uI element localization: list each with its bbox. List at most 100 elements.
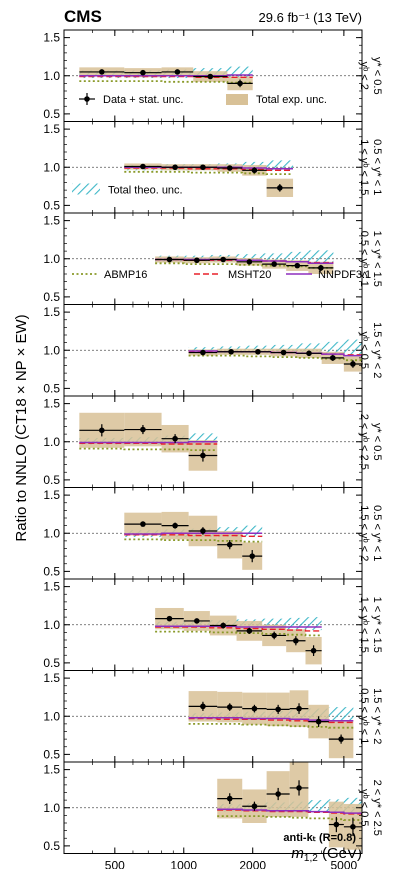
data-point — [207, 73, 214, 80]
rapidity-bin-label: 1 < y* < 1.51 < yᵇ < 1.5 — [358, 597, 383, 653]
y-tick-label: 0.5 — [43, 107, 60, 121]
theory-uncertainty-band — [242, 525, 263, 538]
abmp-ratio-line — [79, 80, 253, 84]
ratio-panel: 0.5 1.0 1.5 1.5 < y* < 20.5 < yᵇ < 1 — [43, 670, 383, 763]
y-tick-label: 1.5 — [43, 488, 60, 502]
nnpdf-ratio-line — [79, 441, 218, 444]
theory-uncertainty-band — [343, 339, 362, 355]
abmp-ratio-line — [124, 538, 263, 543]
abmp-ratio-line — [217, 815, 362, 821]
data-point — [166, 615, 173, 622]
data-point — [333, 821, 340, 828]
bin-label-line-2: yᵇ < 0.5 — [358, 332, 370, 369]
legend-nnpdf-label: NNPDF3.1 — [318, 269, 371, 281]
rapidity-bin-label: y* < 0.5yᵇ < 2 — [358, 57, 383, 95]
bin-label-line-1: y* < 0.5 — [371, 57, 383, 95]
bin-label-line-1: 1 < y* < 1.5 — [371, 231, 383, 287]
ratio-panel: 0.5 1.0 1.5 1 < y* < 1.51 < yᵇ < 1.5 — [43, 578, 383, 671]
abmp-ratio-line — [155, 262, 334, 269]
data-point — [277, 185, 283, 191]
data-point — [271, 632, 277, 639]
panel-plot-area — [64, 250, 362, 274]
nnpdf-ratio-line — [217, 808, 362, 814]
data-point — [220, 256, 227, 263]
legend-exp-label: Total exp. unc. — [256, 94, 327, 106]
bin-label-line-1: 0.5 < y* < 1 — [371, 139, 383, 195]
data-point — [99, 427, 105, 434]
x-axis-title-subscript: 1,2 — [304, 853, 318, 864]
y-tick-label: 1.5 — [43, 397, 60, 411]
nnpdf-ratio-line — [124, 532, 263, 535]
data-point — [200, 703, 206, 710]
y-tick-label: 0.5 — [43, 747, 60, 761]
y-tick-label: 1.0 — [43, 435, 60, 449]
bin-label-line-1: 0.5 < y* < 1 — [371, 505, 383, 561]
y-tick-label: 0.5 — [43, 290, 60, 304]
y-tick-label: 1.5 — [43, 580, 60, 594]
data-point — [200, 452, 206, 459]
x-tick-label: 2000 — [239, 859, 266, 869]
y-tick-label: 1.5 — [43, 305, 60, 319]
data-point — [226, 541, 233, 548]
y-tick-label: 1.5 — [43, 122, 60, 136]
theory-uncertainty-band — [305, 617, 322, 631]
bin-label-line-2: 2 < yᵇ < 2.5 — [358, 414, 370, 470]
y-tick-label: 1.0 — [43, 709, 60, 723]
bin-label-line-2: 1.5 < yᵇ < 2 — [358, 505, 370, 561]
data-point — [226, 165, 233, 171]
data-point — [255, 348, 261, 355]
theory-uncertainty-band — [308, 800, 329, 813]
y-tick-label: 1.0 — [43, 252, 60, 266]
data-point — [200, 528, 206, 534]
data-point — [275, 791, 281, 797]
abmp-ratio-line — [188, 354, 362, 362]
y-tick-label: 1.5 — [43, 214, 60, 228]
data-point — [200, 164, 206, 171]
bin-label-line-1: 1 < y* < 1.5 — [371, 597, 383, 653]
legend-data-label: Data + stat. unc. — [103, 94, 183, 106]
x-tick-label: 5000 — [331, 859, 358, 869]
y-tick-label: 0.5 — [43, 198, 60, 212]
ratio-panel: 0.5 1.0 1.5 0.5 < y* < 11 < yᵇ < 1.5 — [43, 121, 383, 214]
y-tick-label: 1.5 — [43, 763, 60, 777]
bin-label-line-2: yᵇ < 0.5 — [358, 789, 370, 826]
data-point — [329, 355, 336, 361]
data-point — [271, 261, 277, 267]
y-tick-label: 1.5 — [43, 31, 60, 45]
abmp-ratio-line — [79, 447, 218, 451]
data-point — [220, 622, 227, 629]
bin-label-line-1: 2 < y* < 2.5 — [371, 780, 383, 836]
data-point — [140, 69, 146, 76]
theory-uncertainty-band — [286, 617, 306, 630]
bin-label-line-2: 1 < yᵇ < 1.5 — [358, 139, 370, 195]
data-point — [140, 426, 146, 433]
data-point — [194, 257, 200, 264]
bin-label-line-2: 1 < yᵇ < 1.5 — [358, 597, 370, 653]
nnpdf-ratio-line — [188, 717, 354, 722]
x-tick-label: 500 — [105, 859, 125, 869]
data-point — [293, 637, 299, 644]
rapidity-bin-label: y* < 0.52 < yᵇ < 2.5 — [358, 414, 383, 470]
rapidity-bin-label: 1.5 < y* < 2yᵇ < 0.5 — [358, 322, 383, 378]
msht-ratio-line — [188, 717, 354, 724]
data-point — [350, 824, 356, 830]
data-point — [249, 553, 256, 559]
data-point — [174, 69, 181, 75]
data-point — [172, 164, 178, 171]
cms-logo: CMS — [64, 7, 102, 26]
data-point — [140, 521, 146, 527]
data-point — [99, 69, 105, 75]
y-tick-label: 0.5 — [43, 381, 60, 395]
data-point — [166, 256, 173, 263]
abmp-ratio-line — [124, 170, 293, 175]
theory-uncertainty-band — [262, 253, 287, 262]
data-point — [296, 785, 302, 791]
ratio-panel: 0.5 1.0 1.5 1.5 < y* < 2yᵇ < 0.5 — [43, 304, 383, 397]
data-point — [246, 628, 253, 634]
x-tick-label: 1000 — [170, 859, 197, 869]
nnpdf-ratio-line — [155, 258, 334, 265]
data-point — [275, 706, 281, 713]
theory-uncertainty-band — [262, 618, 287, 630]
panel-plot-area — [64, 339, 362, 372]
